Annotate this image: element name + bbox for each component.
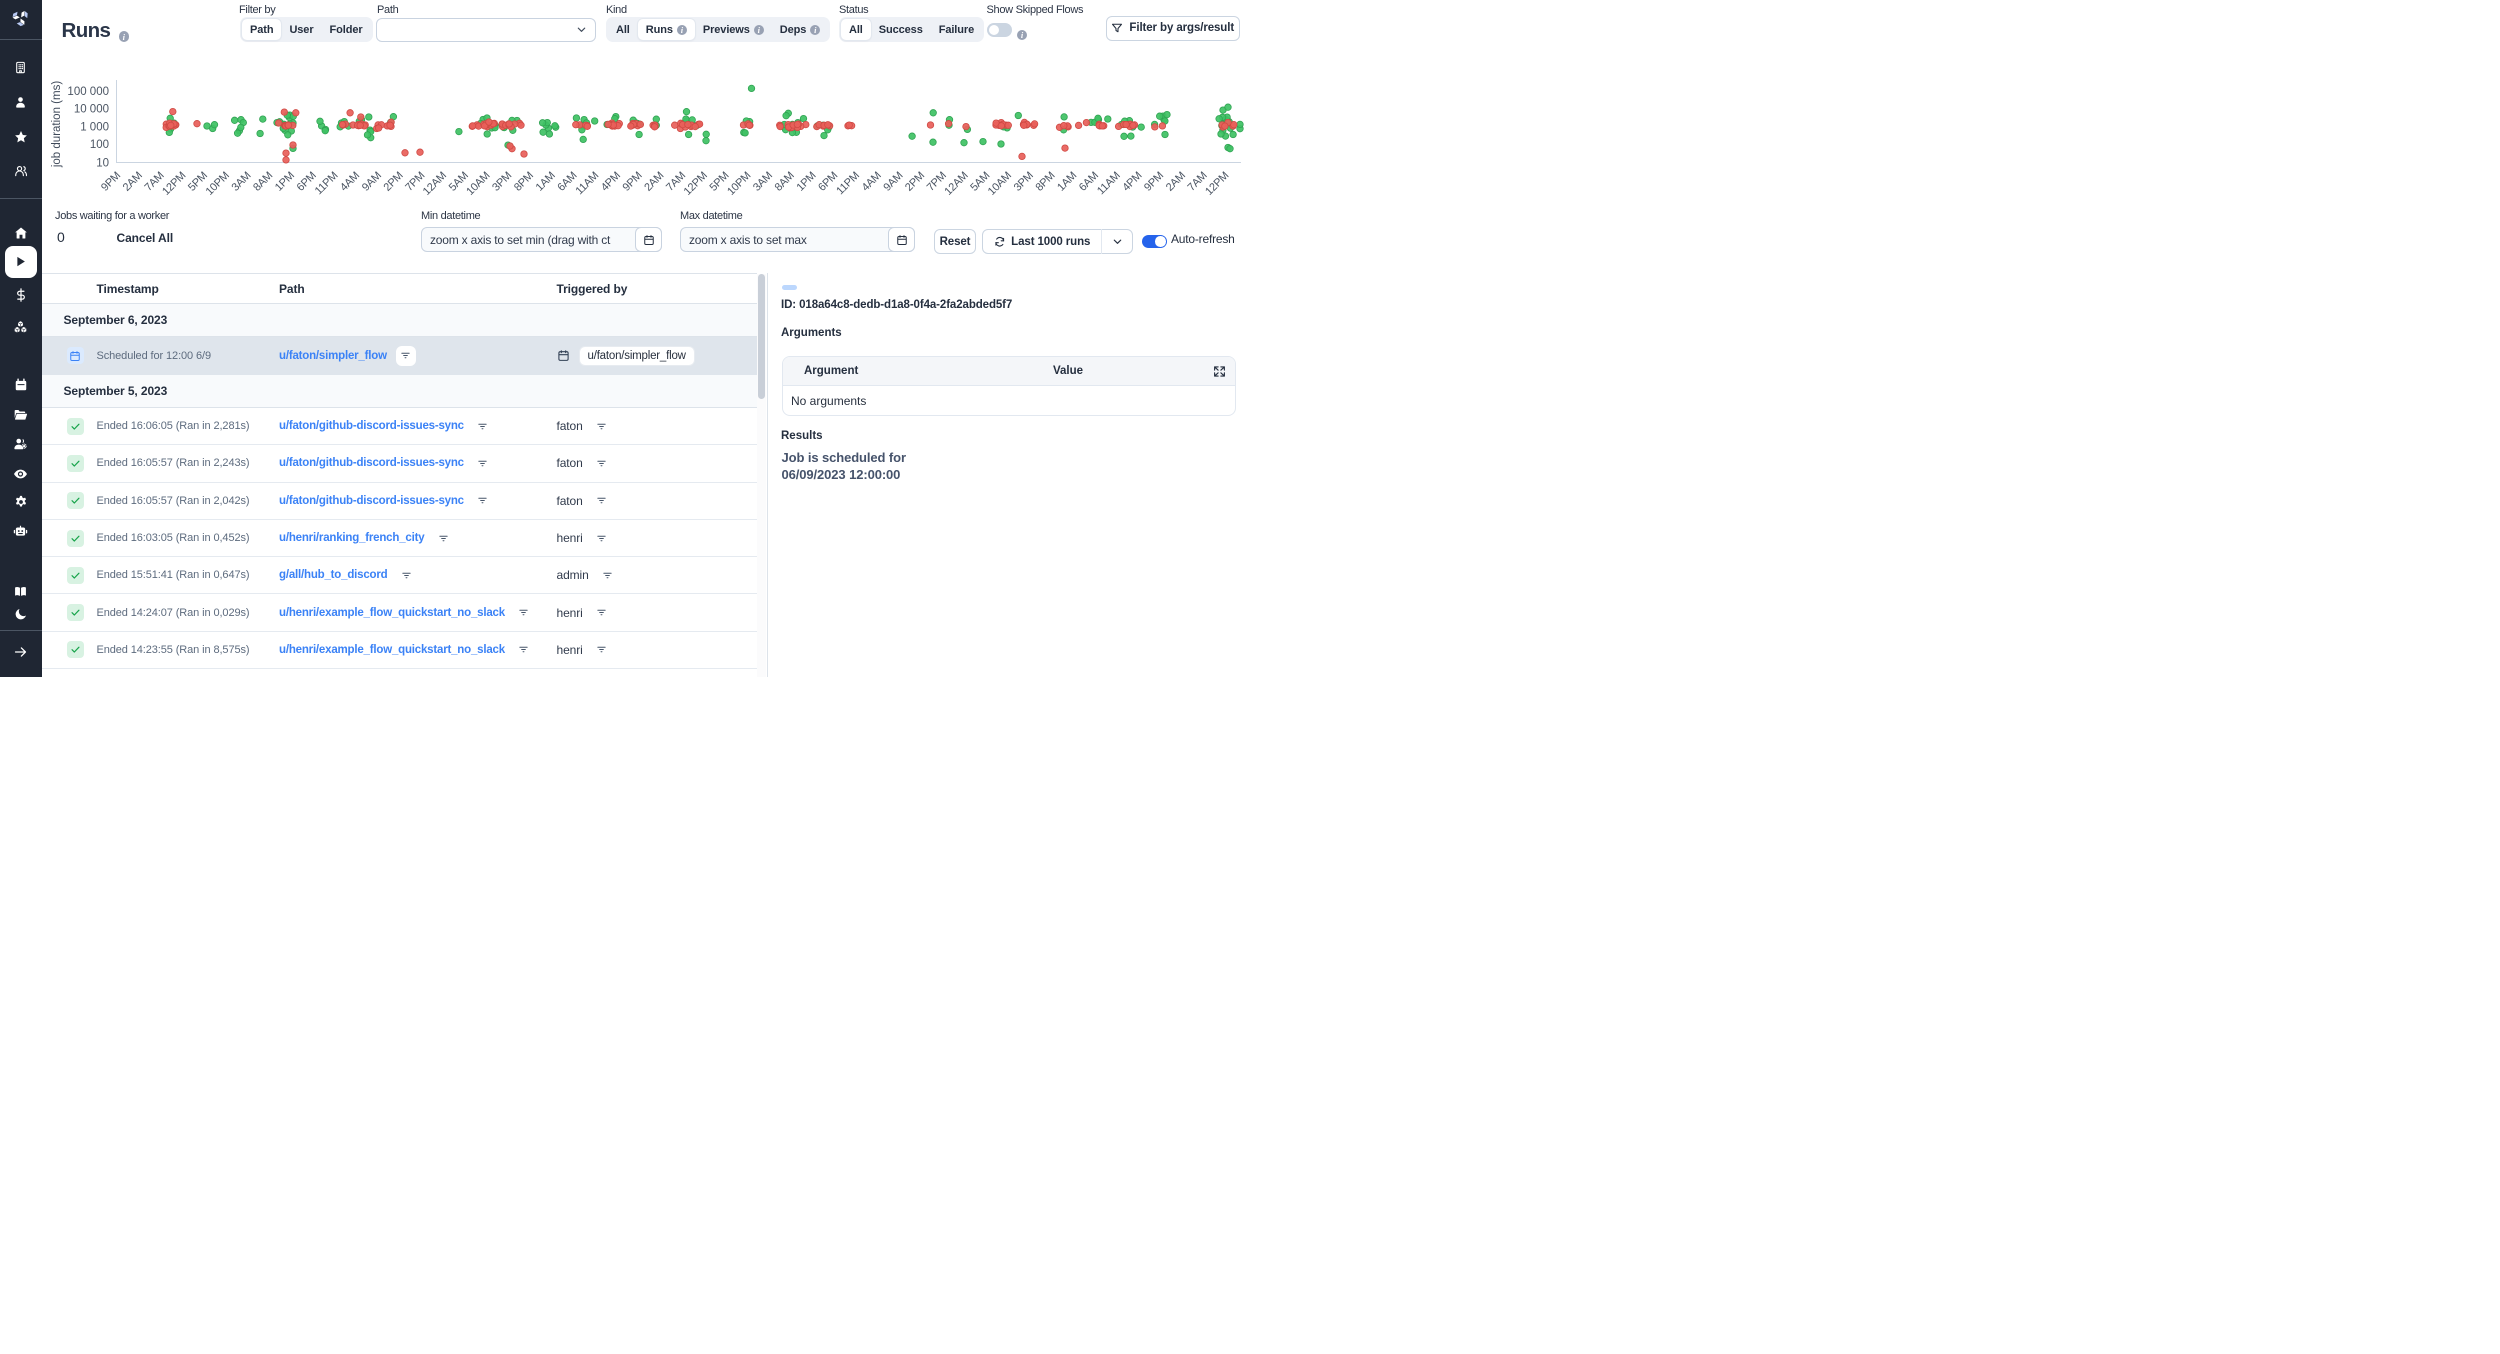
svg-text:11AM: 11AM (574, 170, 602, 198)
svg-text:3PM: 3PM (1012, 170, 1036, 194)
svg-text:2AM: 2AM (121, 170, 145, 194)
svg-text:2PM: 2PM (382, 170, 406, 194)
svg-text:9PM: 9PM (621, 170, 645, 194)
svg-text:9AM: 9AM (881, 170, 905, 194)
svg-text:1AM: 1AM (1055, 170, 1079, 194)
svg-text:3AM: 3AM (229, 170, 253, 194)
svg-text:9AM: 9AM (360, 170, 384, 194)
svg-text:8AM: 8AM (251, 170, 275, 194)
svg-text:12AM: 12AM (942, 170, 970, 198)
svg-text:1AM: 1AM (534, 170, 558, 194)
svg-text:10 000: 10 000 (74, 104, 109, 116)
svg-text:10AM: 10AM (464, 170, 492, 198)
svg-text:11AM: 11AM (1095, 170, 1123, 198)
svg-text:2AM: 2AM (1164, 170, 1188, 194)
svg-text:2PM: 2PM (903, 170, 927, 194)
svg-text:11PM: 11PM (313, 170, 341, 198)
svg-text:1 000: 1 000 (80, 122, 109, 134)
svg-text:4PM: 4PM (1120, 170, 1144, 194)
svg-text:12PM: 12PM (160, 170, 188, 198)
svg-text:3PM: 3PM (490, 170, 514, 194)
svg-text:8PM: 8PM (512, 170, 536, 194)
svg-text:9PM: 9PM (1142, 170, 1166, 194)
svg-text:9PM: 9PM (99, 170, 123, 194)
svg-text:4PM: 4PM (599, 170, 623, 194)
svg-text:8AM: 8AM (773, 170, 797, 194)
svg-text:11PM: 11PM (834, 170, 862, 198)
svg-text:4AM: 4AM (338, 170, 362, 194)
svg-text:12PM: 12PM (1203, 170, 1231, 198)
svg-text:2AM: 2AM (642, 170, 666, 194)
svg-text:10: 10 (96, 158, 109, 170)
svg-text:10PM: 10PM (725, 170, 753, 198)
svg-text:10AM: 10AM (986, 170, 1014, 198)
svg-text:12AM: 12AM (421, 170, 449, 198)
svg-text:4AM: 4AM (860, 170, 884, 194)
svg-text:100 000: 100 000 (67, 86, 109, 98)
svg-text:1PM: 1PM (794, 170, 818, 194)
svg-text:1PM: 1PM (273, 170, 297, 194)
svg-text:12PM: 12PM (682, 170, 710, 198)
svg-text:100: 100 (90, 139, 109, 151)
svg-text:job duration (ms): job duration (ms) (51, 81, 63, 168)
svg-text:10PM: 10PM (204, 170, 232, 198)
svg-text:8PM: 8PM (1033, 170, 1057, 194)
svg-text:3AM: 3AM (751, 170, 775, 194)
